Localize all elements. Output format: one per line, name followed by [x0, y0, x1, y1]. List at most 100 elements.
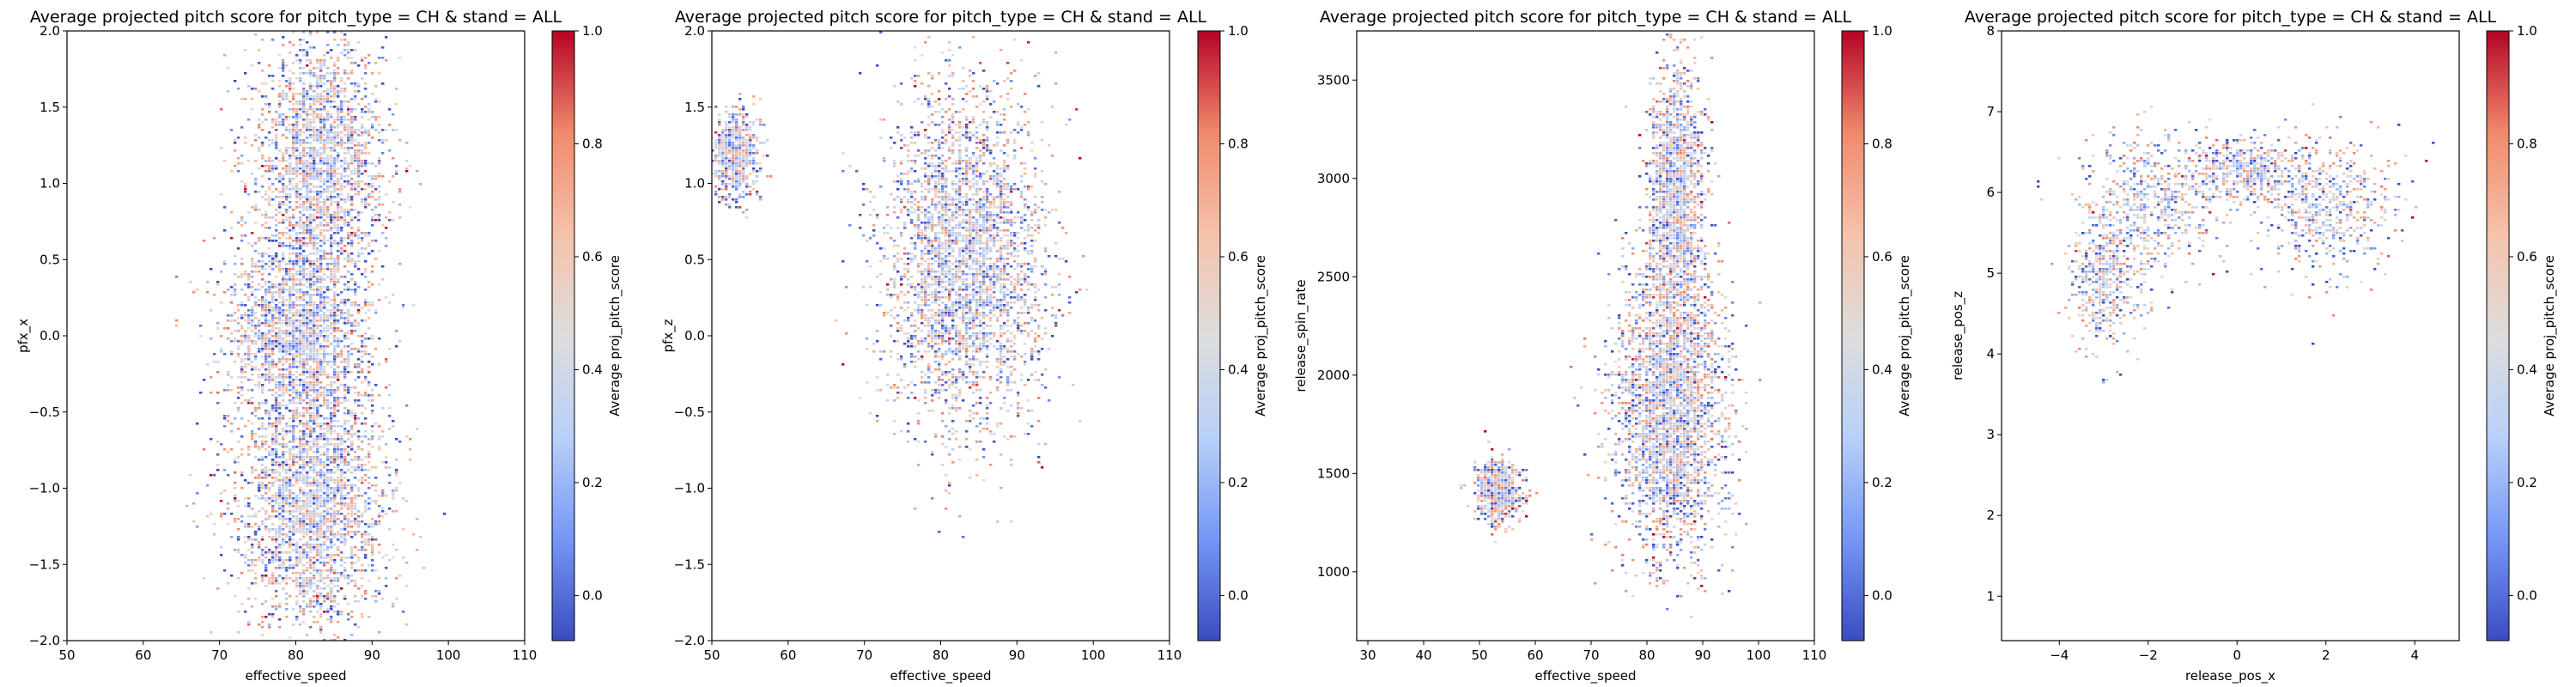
hexbin-cell [292, 505, 295, 508]
hexbin-cell [333, 119, 337, 121]
hexbin-cell [247, 621, 251, 623]
hexbin-cell [368, 580, 371, 582]
hexbin-cell [313, 502, 316, 505]
hexbin-cell [289, 595, 292, 598]
hexbin-cell [330, 616, 333, 618]
hexbin-cell [292, 178, 295, 180]
hexbin-cell [368, 487, 371, 489]
hexbin-cell [292, 126, 295, 129]
hexbin-cell [302, 167, 306, 170]
hexbin-cell [313, 113, 316, 116]
hexbin-cell [409, 448, 412, 451]
hexbin-cell [306, 90, 309, 93]
hexbin-cell [316, 108, 319, 111]
hexbin-cell [319, 605, 323, 608]
hexbin-cell [323, 149, 326, 152]
hexbin-cell [347, 111, 350, 113]
hexbin-cell [285, 93, 289, 95]
hexbin-cell [295, 402, 299, 404]
hexbin-cell [337, 152, 340, 155]
hexbin-cell [326, 155, 330, 157]
hexbin-cell [285, 149, 289, 152]
hexbin-cell [251, 569, 254, 572]
hexbin-cell [326, 162, 330, 165]
hexbin-cell [343, 639, 347, 641]
hexbin-cell [368, 456, 371, 459]
hexbin-cell [309, 515, 313, 518]
hexbin-cell [295, 531, 299, 533]
hexbin-cell [271, 482, 275, 484]
hexbin-cell [316, 252, 319, 255]
hexbin-cell [292, 142, 295, 144]
hexbin-cell [309, 88, 313, 90]
hexbin-cell [285, 85, 289, 88]
hexbin-cell [313, 173, 316, 175]
hexbin-cell [326, 438, 330, 441]
hexbin-cell [282, 201, 285, 204]
hexbin-cell [275, 590, 278, 593]
hexbin-cell [292, 137, 295, 139]
hexbin-cell [251, 144, 254, 147]
hexbin-cell [333, 137, 337, 139]
hexbin-cell [323, 533, 326, 536]
hexbin-cell [333, 165, 337, 167]
hexbin-cell [210, 631, 213, 634]
hexbin-cell [299, 227, 302, 229]
hexbin-cell [330, 57, 333, 59]
hexbin-cell [316, 209, 319, 211]
hexbin-cell [405, 160, 409, 162]
hexbin-cell [213, 523, 216, 526]
hexbin-cell [309, 103, 313, 106]
hexbin-cell [319, 167, 323, 170]
hexbin-cell [361, 126, 364, 129]
hexbin-cell [278, 513, 282, 515]
hexbin-cell [206, 484, 210, 487]
hexbin-cell [268, 469, 271, 471]
hexbin-cell [357, 180, 361, 183]
hexbin-cell [271, 523, 275, 526]
hexbin-cell [275, 546, 278, 549]
hexbin-cell [361, 162, 364, 165]
hexbin-cell [323, 487, 326, 489]
hexbin-cell [254, 178, 258, 180]
hexbin-cell [330, 85, 333, 88]
hexbin-cell [385, 216, 388, 219]
hexbin-cell [364, 492, 368, 495]
hexbin-cell [240, 402, 244, 404]
hexbin-cell [306, 173, 309, 175]
hexbin-cell [350, 556, 354, 559]
hexbin-cell [278, 464, 282, 466]
hexbin-cell [333, 126, 337, 129]
hexbin-cell [302, 31, 306, 33]
hexbin-cell [337, 144, 340, 147]
hexbin-cell [330, 526, 333, 528]
hexbin-cell [223, 160, 227, 162]
hexbin-cell [323, 100, 326, 103]
hexbin-cell [295, 477, 299, 479]
hexbin-cell [282, 508, 285, 510]
hexbin-cell [282, 124, 285, 126]
hexbin-cell [326, 456, 330, 459]
hexbin-cell [295, 582, 299, 585]
hexbin-cell [368, 443, 371, 446]
hexbin-cell [309, 598, 313, 600]
hexbin-cell [361, 371, 364, 374]
hexbin-cell [285, 523, 289, 526]
hexbin-cell [302, 111, 306, 113]
hexbin-cell [405, 500, 409, 502]
hexbin-cell [185, 505, 189, 508]
hexbin-cell [319, 70, 323, 72]
hexbin-cell [319, 121, 323, 124]
hexbin-cell [306, 412, 309, 415]
hexbin-cell [299, 62, 302, 64]
hexbin-cell [330, 162, 333, 165]
hexbin-cell [316, 435, 319, 438]
hexbin-cell [299, 144, 302, 147]
hexbin-cell [295, 129, 299, 131]
hexbin-cell [378, 513, 381, 515]
hexbin-cell [295, 54, 299, 57]
hexbin-cell [388, 428, 392, 430]
hexbin-cell [337, 209, 340, 211]
hexbin-cell [381, 82, 385, 85]
hexbin-cell [330, 147, 333, 149]
